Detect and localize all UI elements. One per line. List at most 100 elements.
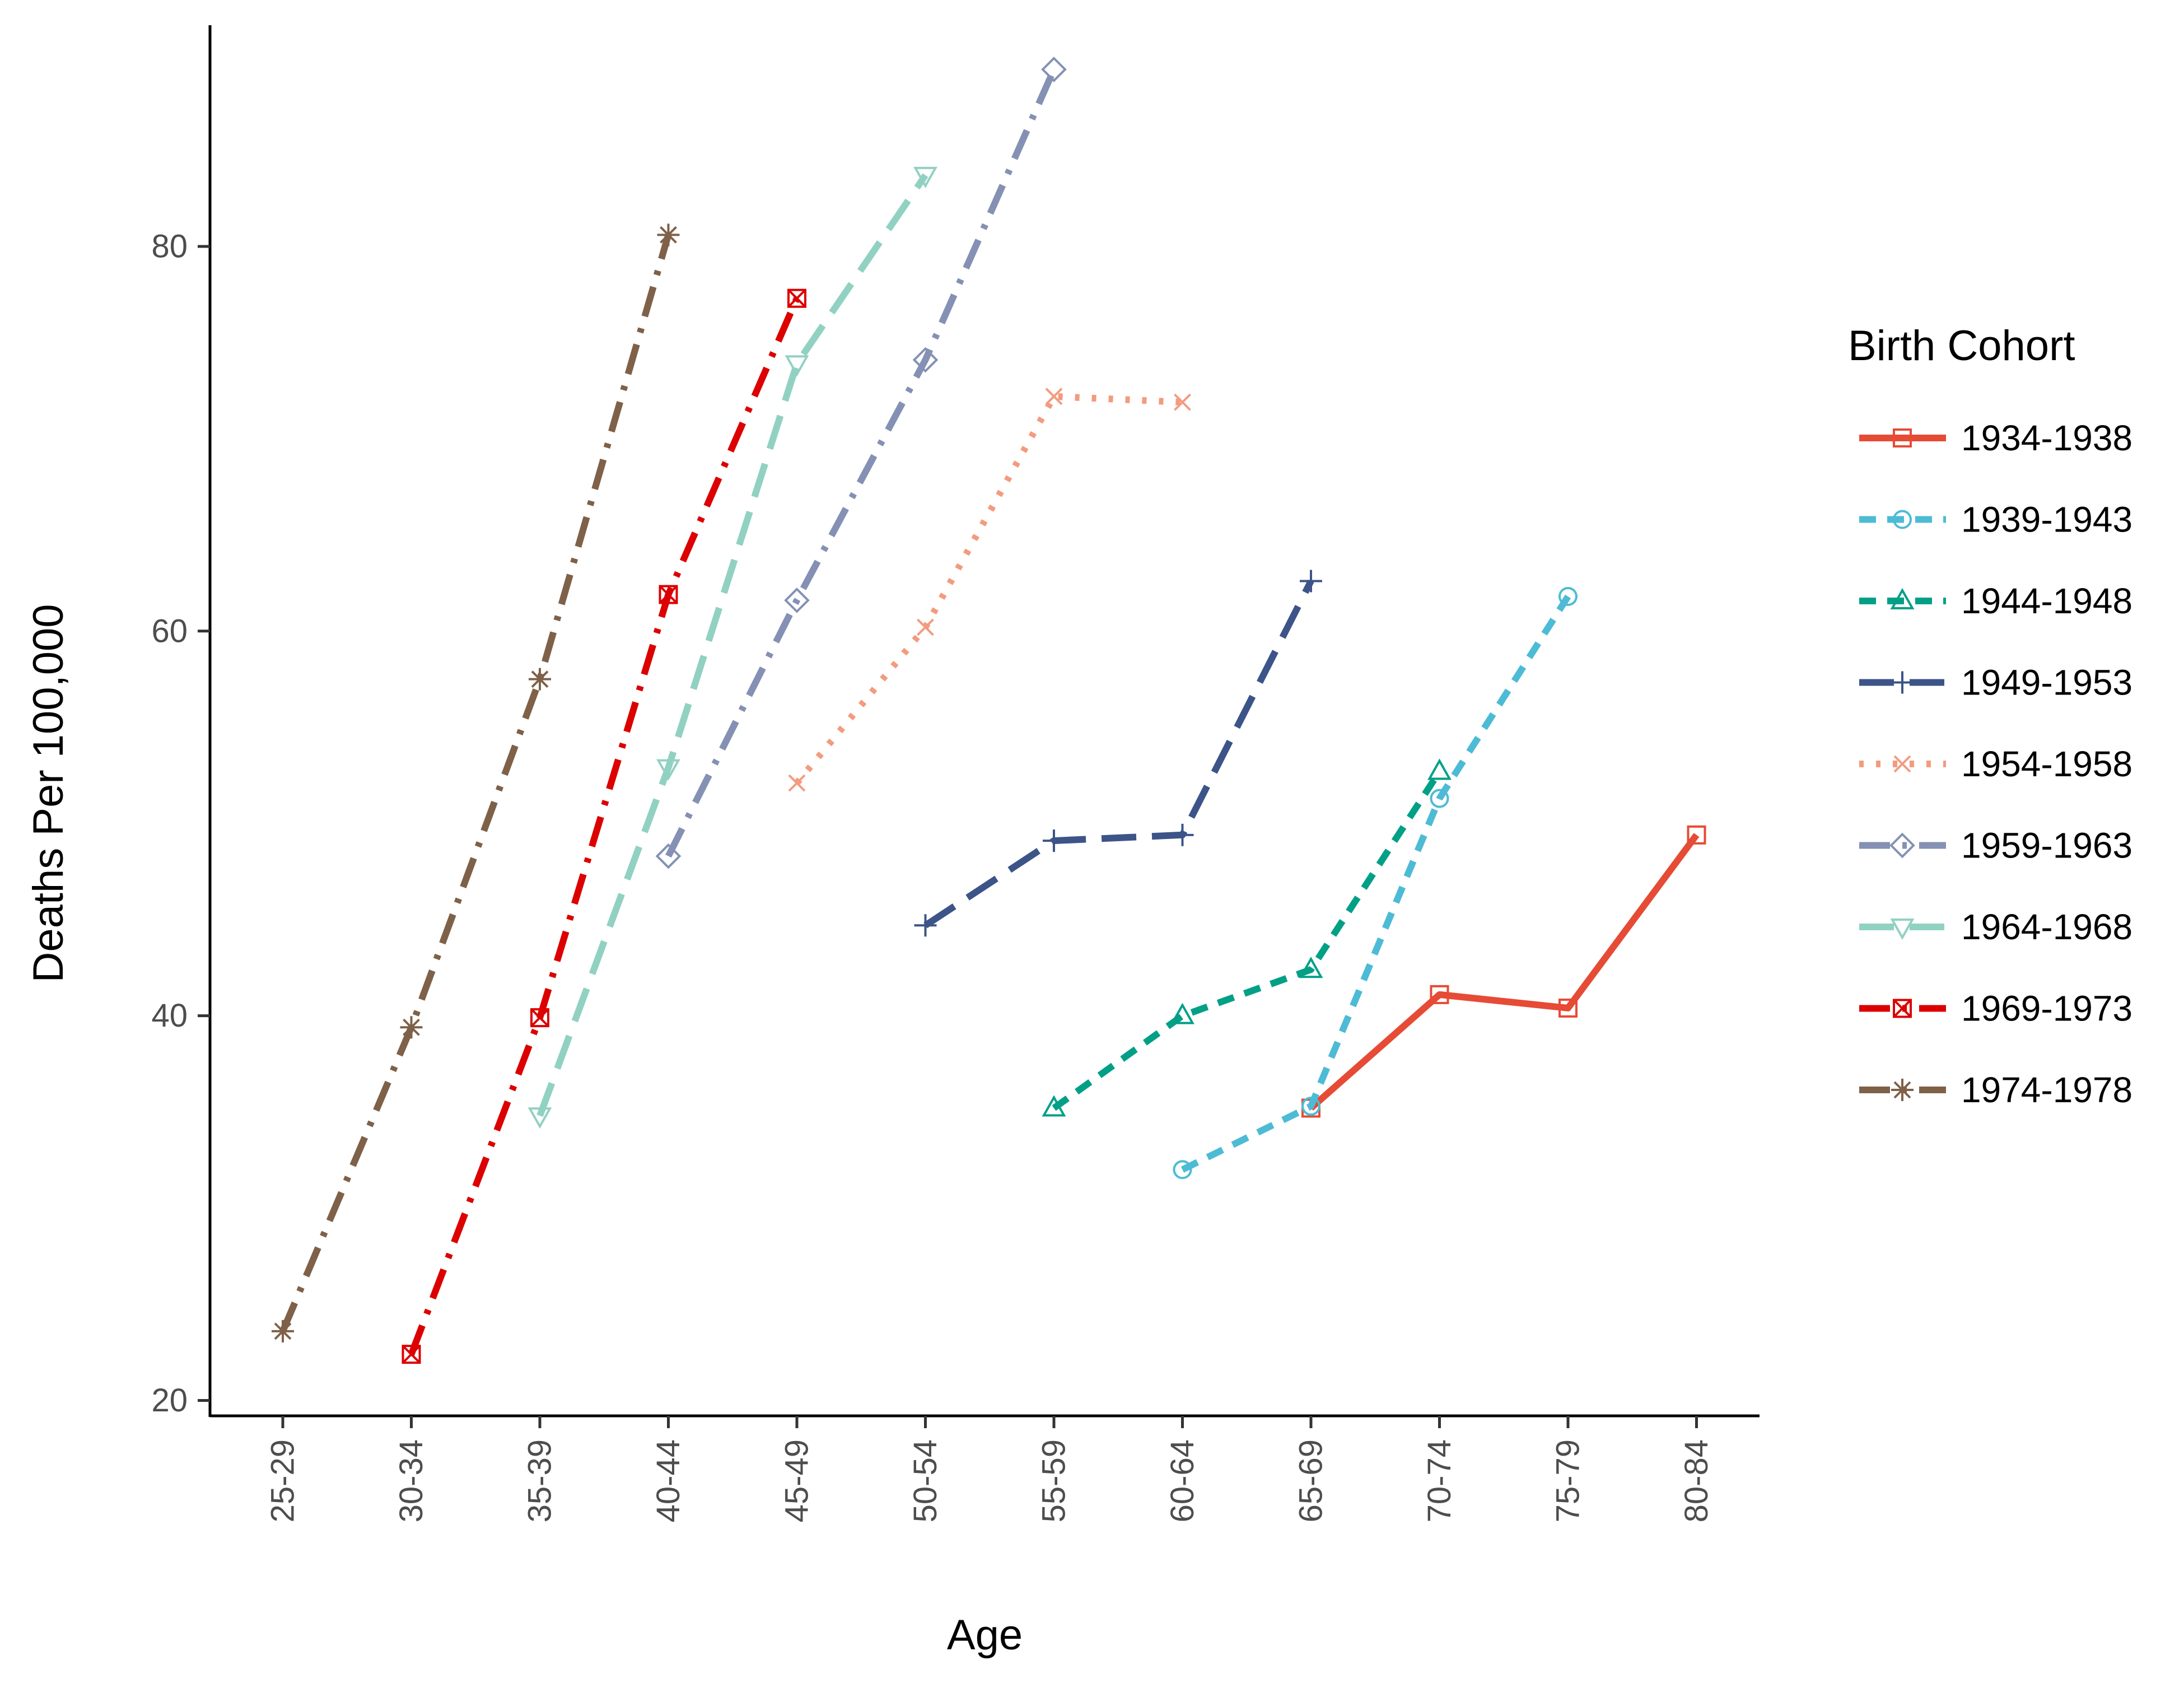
data-point (659, 585, 678, 604)
data-point (656, 759, 680, 781)
data-point (1558, 586, 1578, 606)
data-point (787, 288, 806, 308)
series-line (408, 297, 800, 1356)
y-tick-label: 20 (151, 1382, 188, 1419)
x-tick-label: 60-64 (1164, 1439, 1201, 1522)
data-point (1174, 393, 1191, 411)
legend-label: 1944-1948 (1961, 581, 2132, 621)
legend-item-1959-1963: 1959-1963 (1859, 826, 2132, 866)
legend-key-marker (1890, 919, 1915, 940)
data-point (1043, 829, 1065, 852)
series-1974-1978 (272, 223, 680, 1342)
legend-key-marker (1891, 1079, 1914, 1101)
legend-key-marker (1893, 999, 1912, 1018)
data-point (529, 668, 551, 691)
legend-title: Birth Cohort (1848, 322, 2075, 370)
data-point (400, 1016, 423, 1039)
data-point (1427, 758, 1452, 780)
y-ticks: 20 40 60 80 (151, 228, 210, 1419)
data-point (1430, 985, 1449, 1004)
legend-label: 1969-1973 (1961, 989, 2132, 1029)
data-point (657, 223, 680, 246)
series-1949-1953 (914, 570, 1322, 937)
x-tick-label: 80-84 (1678, 1439, 1715, 1522)
data-point (1042, 1095, 1066, 1117)
x-tick-label: 50-54 (907, 1439, 944, 1522)
series-line (279, 234, 672, 1333)
data-point (1045, 388, 1063, 405)
series-line (923, 579, 1314, 929)
data-point (530, 1008, 549, 1028)
data-point (1170, 1003, 1194, 1024)
legend-label: 1954-1958 (1961, 744, 2132, 784)
x-tick-label: 55-59 (1036, 1439, 1072, 1522)
series-line (1309, 833, 1700, 1111)
legend-item-1974-1978: 1974-1978 (1859, 1070, 2132, 1110)
data-point (655, 843, 682, 869)
data-point (1173, 1160, 1192, 1180)
x-tick-label: 65-69 (1293, 1439, 1329, 1522)
series-1959-1963 (655, 57, 1067, 869)
legend-label: 1964-1968 (1961, 907, 2132, 947)
series-1954-1958 (788, 388, 1191, 792)
axes-layer (208, 25, 1760, 1418)
data-point (1041, 57, 1067, 82)
data-point (1171, 823, 1194, 846)
series-1944-1948 (1042, 758, 1452, 1117)
legend-key-marker (1893, 755, 1911, 773)
data-point (1687, 825, 1706, 845)
data-point (272, 1320, 294, 1342)
legend-label: 1959-1963 (1961, 826, 2132, 866)
data-point (528, 1107, 552, 1129)
series-line (665, 68, 1057, 858)
data-point (913, 166, 937, 188)
legend-item-1949-1953: 1949-1953 (1859, 663, 2132, 703)
x-tick-label: 75-79 (1550, 1439, 1586, 1522)
data-point (788, 774, 806, 792)
series-line (536, 173, 928, 1117)
x-ticks: 25-29 30-34 35-39 40-44 45-49 50-54 55-59 60-64… (265, 1416, 1715, 1522)
series-layer (272, 57, 1706, 1364)
series-1964-1968 (528, 166, 937, 1129)
data-point (402, 1345, 421, 1364)
series-1939-1943 (1173, 586, 1578, 1180)
series-1969-1973 (402, 288, 806, 1364)
y-tick-label: 40 (151, 997, 188, 1034)
data-point (917, 618, 934, 636)
legend-label: 1934-1938 (1961, 418, 2132, 458)
legend-key-marker (1893, 510, 1912, 529)
legend-item-1954-1958: 1954-1958 (1859, 744, 2132, 784)
y-axis-title: Deaths Per 100,000 (25, 604, 72, 982)
x-tick-label: 45-49 (779, 1439, 815, 1522)
legend-item-1964-1968: 1964-1968 (1859, 907, 2132, 947)
legend-label: 1974-1978 (1961, 1070, 2132, 1110)
legend-label: 1949-1953 (1961, 663, 2132, 703)
legend-key-marker (1893, 428, 1912, 447)
x-tick-label: 25-29 (265, 1439, 301, 1522)
data-point (1430, 789, 1449, 808)
data-point (912, 347, 939, 373)
data-point (784, 588, 810, 613)
x-tick-label: 40-44 (650, 1439, 687, 1522)
legend: Birth Cohort 1934-1938 1939-1943 1944-1948… (1848, 322, 2132, 1110)
x-tick-label: 30-34 (393, 1439, 430, 1522)
legend-item-1944-1948: 1944-1948 (1859, 581, 2132, 621)
data-point (914, 914, 937, 937)
legend-label: 1939-1943 (1961, 500, 2132, 540)
data-point (785, 355, 809, 377)
y-tick-label: 60 (151, 613, 188, 649)
data-point (1301, 1097, 1320, 1116)
data-point (1558, 998, 1578, 1018)
legend-item-1939-1943: 1939-1943 (1859, 500, 2132, 540)
y-tick-label: 80 (151, 228, 188, 264)
series-line (1052, 770, 1443, 1111)
series-line (794, 393, 1183, 785)
legend-item-1969-1973: 1969-1973 (1859, 989, 2132, 1029)
series-1934-1938 (1301, 825, 1706, 1118)
legend-key-marker (1890, 588, 1915, 609)
x-axis-title: Age (947, 1611, 1023, 1659)
data-point (1300, 570, 1322, 593)
x-tick-label: 70-74 (1421, 1439, 1458, 1522)
